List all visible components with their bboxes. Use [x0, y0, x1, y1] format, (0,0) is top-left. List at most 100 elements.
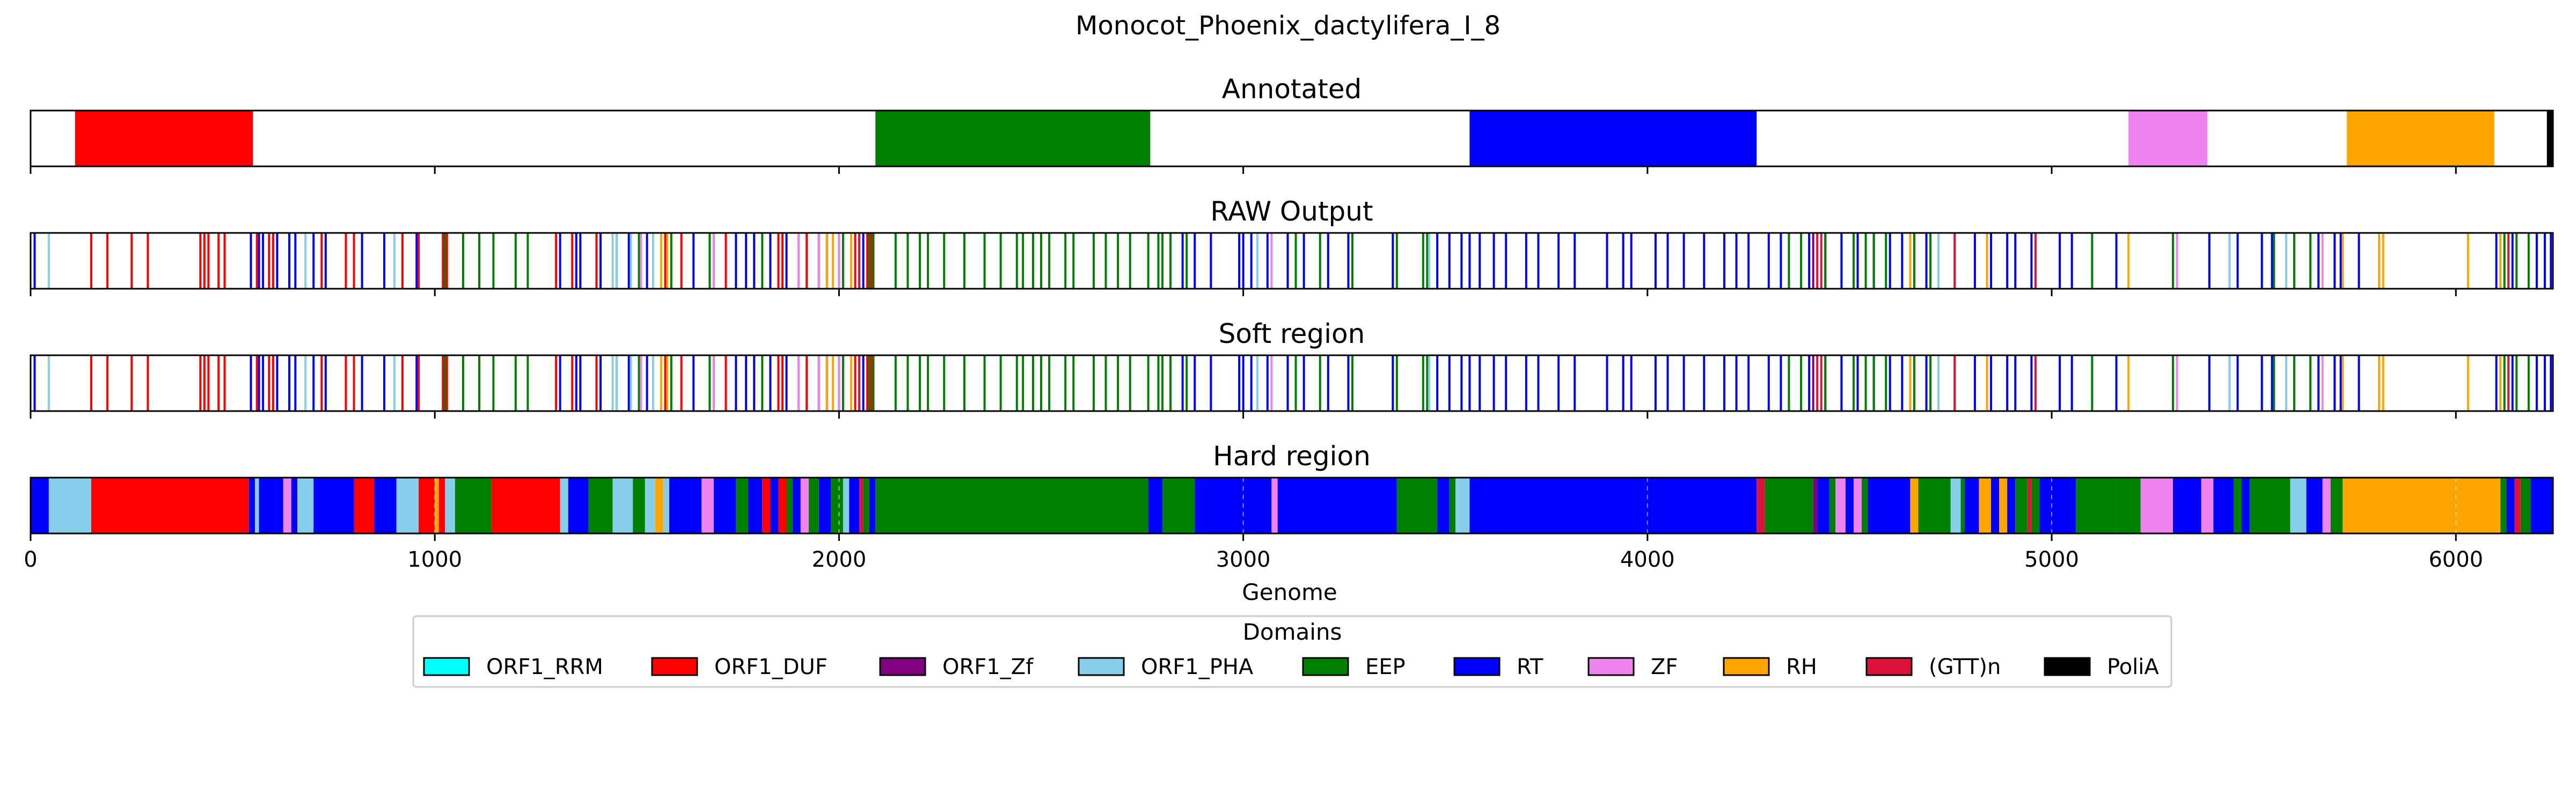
domain-segment — [1396, 478, 1438, 533]
domain-segment — [2530, 478, 2553, 533]
domain-segment — [736, 478, 748, 533]
domain-segment — [1469, 111, 1757, 166]
x-tick-label: 2000 — [812, 547, 867, 572]
legend-swatch — [1723, 657, 1770, 676]
domain-segment — [2213, 478, 2234, 533]
x-tick-label: 6000 — [2428, 547, 2483, 572]
domain-segment — [808, 478, 819, 533]
panel-title: RAW Output — [1210, 196, 1373, 227]
domain-segment — [786, 478, 793, 533]
domain-segment — [438, 478, 445, 533]
domain-segment — [2306, 478, 2323, 533]
domain-segment — [1162, 478, 1195, 533]
domain-segment — [1960, 478, 1965, 533]
x-tick-label: 1000 — [407, 547, 462, 572]
domain-segment — [259, 478, 283, 533]
domain-segment — [1437, 478, 1450, 533]
legend-swatch — [879, 657, 926, 676]
domain-segment — [612, 478, 633, 533]
legend-items: ORF1_RRM ORF1_DUF ORF1_Zf ORF1_PHA EEP RT ZF RH… — [423, 655, 2159, 679]
domain-segment — [455, 478, 492, 533]
domain-segment — [1195, 478, 1272, 533]
domain-segment — [2506, 478, 2515, 533]
domain-segment — [445, 478, 455, 533]
legend-swatch — [1865, 657, 1913, 676]
legend-label: PoliA — [2107, 655, 2159, 679]
panel-frame — [30, 232, 2554, 290]
domain-segment — [491, 478, 560, 533]
domain-segment — [1813, 478, 1818, 533]
legend-title: Domains — [1243, 619, 1342, 645]
domain-segment — [1845, 478, 1854, 533]
domain-segment — [2290, 478, 2307, 533]
domain-segment — [1469, 478, 1757, 533]
domain-segment — [435, 478, 439, 533]
x-tick-label: 5000 — [2024, 547, 2079, 572]
domain-segment — [2015, 478, 2028, 533]
legend-label: ORF1_PHA — [1141, 655, 1254, 679]
panel-title: Soft region — [1219, 318, 1365, 349]
domain-segment — [2546, 111, 2553, 166]
legend-swatch — [651, 657, 698, 676]
domain-segment — [1862, 478, 1868, 533]
panel-raw-output: RAW Output — [30, 196, 2554, 296]
domain-segment — [255, 478, 259, 533]
domain-segment — [863, 478, 869, 533]
domain-segment — [1965, 478, 1979, 533]
x-tick-label: 4000 — [1620, 547, 1675, 572]
legend-swatch — [1453, 657, 1501, 676]
legend-item: EEP — [1302, 655, 1406, 679]
panel-frame — [30, 109, 2554, 167]
x-tick-label: 0 — [24, 547, 37, 572]
panels-group: Annotated RAW Output Soft region Hard regio… — [30, 74, 2554, 541]
domain-segment — [1455, 478, 1470, 533]
legend-item: PoliA — [2044, 655, 2159, 679]
legend-label: EEP — [1365, 655, 1406, 679]
domain-segment — [1449, 478, 1456, 533]
legend: Domains ORF1_RRM ORF1_DUF ORF1_Zf ORF1_PHA E… — [412, 615, 2172, 688]
domain-segment — [1979, 478, 1992, 533]
domain-segment — [313, 478, 354, 533]
domain-segment — [701, 478, 714, 533]
domain-segment — [2242, 478, 2250, 533]
domain-segment — [1835, 478, 1846, 533]
legend-label: ORF1_DUF — [714, 655, 828, 679]
domain-segment — [48, 478, 91, 533]
domain-segment — [2330, 478, 2343, 533]
domain-segment — [248, 478, 255, 533]
domain-segment — [869, 478, 876, 533]
domain-segment — [875, 111, 1151, 166]
panel-frame — [30, 354, 2554, 412]
panel-soft-region: Soft region — [30, 318, 2554, 419]
domain-segment — [831, 478, 843, 533]
domain-segment — [2031, 478, 2040, 533]
panel-title: Annotated — [1222, 74, 1362, 105]
domain-segment — [396, 478, 419, 533]
domain-segment — [2116, 478, 2141, 533]
domain-segment — [419, 478, 435, 533]
domain-segment — [2346, 111, 2494, 166]
domain-segment — [633, 478, 645, 533]
domain-segment — [31, 478, 49, 533]
domain-segment — [2250, 478, 2290, 533]
legend-label: ORF1_Zf — [942, 655, 1034, 679]
domain-segment — [2343, 478, 2501, 533]
legend-label: ZF — [1651, 655, 1678, 679]
domain-segment — [291, 478, 298, 533]
legend-item: (GTT)n — [1865, 655, 2001, 679]
domain-segment — [875, 478, 1148, 533]
x-axis: 0 1000 2000 3000 4000 5000 6000 — [24, 547, 2483, 572]
panel-title: Hard region — [1213, 441, 1371, 472]
panel-frame — [30, 477, 2554, 535]
legend-item: ZF — [1587, 655, 1678, 679]
domain-segment — [1277, 478, 1397, 533]
domain-segment — [2007, 478, 2016, 533]
legend-item: RT — [1453, 655, 1543, 679]
domain-segment — [1991, 478, 2000, 533]
domain-segment — [2233, 478, 2242, 533]
legend-swatch — [1078, 657, 1125, 676]
domain-segment — [354, 478, 375, 533]
domain-segment — [1999, 478, 2008, 533]
domain-segment — [75, 111, 253, 166]
